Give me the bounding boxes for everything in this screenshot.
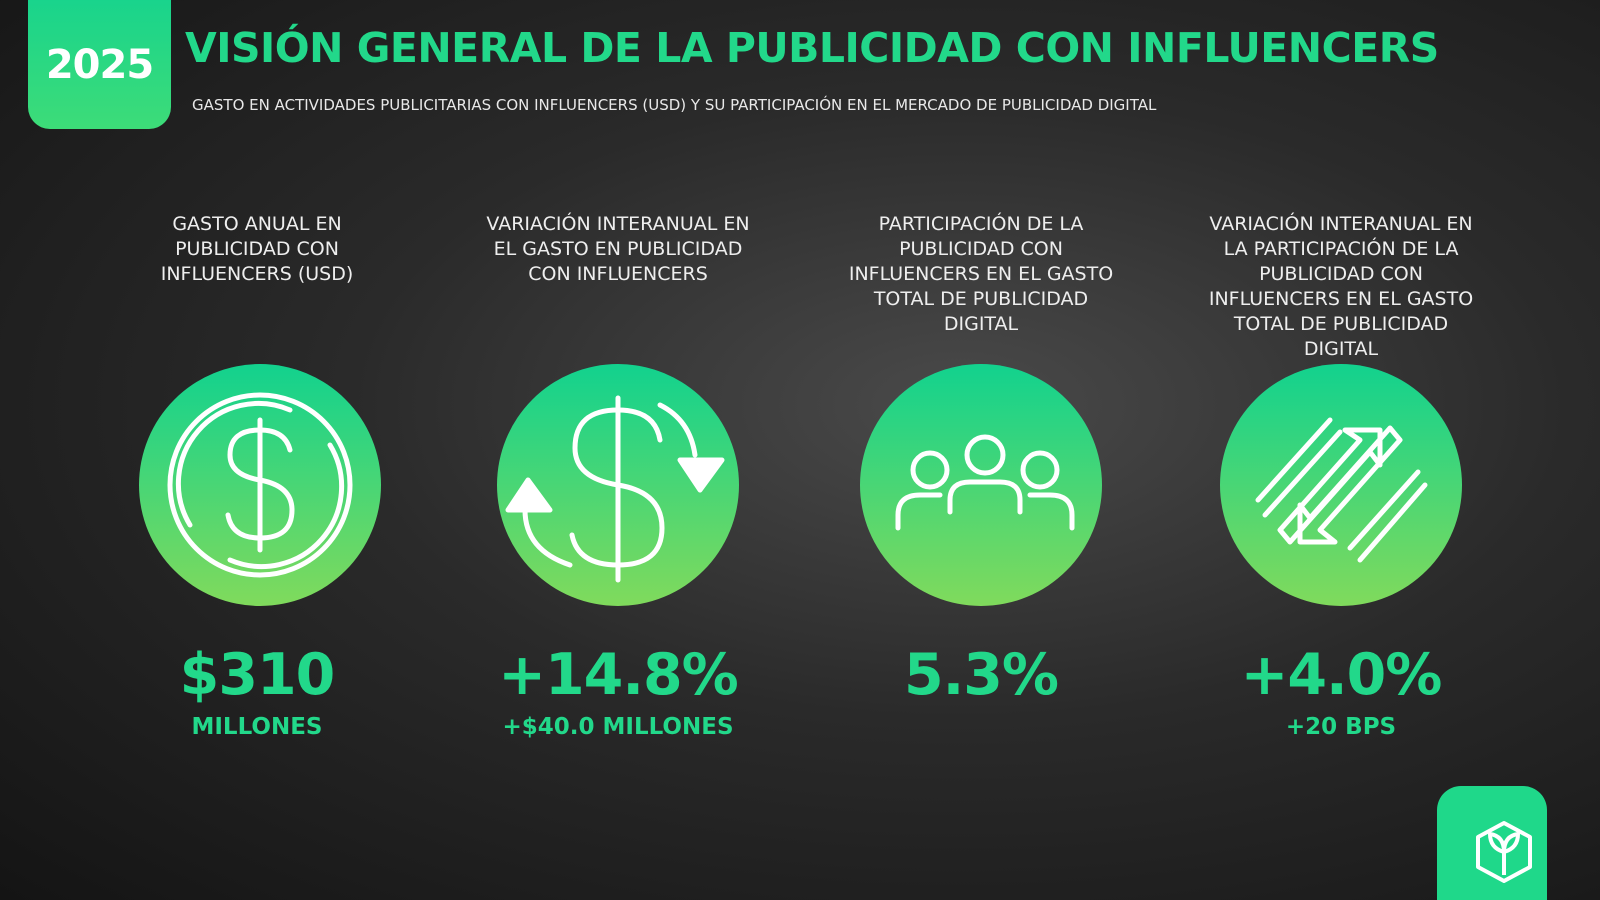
- stat-label: PARTICIPACIÓN DE LA PUBLICIDAD CON INFLU…: [848, 213, 1114, 335]
- stat-label: VARIACIÓN INTERANUAL EN LA PARTICIPACIÓN…: [1208, 213, 1474, 360]
- year-badge: 2025: [28, 0, 171, 129]
- stat-label: GASTO ANUAL EN PUBLICIDAD CON INFLUENCER…: [160, 213, 354, 285]
- stat-detail: MILLONES: [191, 714, 323, 740]
- stat-value: +4.0%: [1240, 642, 1443, 708]
- stat-detail: +$40.0 MILLONES: [502, 714, 734, 740]
- stat-value: 5.3%: [903, 642, 1059, 708]
- stat-value: $310: [179, 642, 336, 708]
- stat-value: +14.8%: [498, 642, 739, 708]
- title: VISIÓN GENERAL DE LA PUBLICIDAD CON INFL…: [185, 24, 1439, 72]
- icon-strokes: [167, 392, 1428, 583]
- subtitle: GASTO EN ACTIVIDADES PUBLICITARIAS CON I…: [192, 96, 1157, 114]
- stat-card: VARIACIÓN INTERANUAL EN EL GASTO EN PUBL…: [478, 212, 758, 740]
- stat-card: GASTO ANUAL EN PUBLICIDAD CON INFLUENCER…: [117, 212, 397, 740]
- stat-card: VARIACIÓN INTERANUAL EN LA PARTICIPACIÓN…: [1201, 212, 1481, 740]
- stat-card: PARTICIPACIÓN DE LA PUBLICIDAD CON INFLU…: [841, 212, 1121, 708]
- stat-label: VARIACIÓN INTERANUAL EN EL GASTO EN PUBL…: [486, 213, 750, 285]
- logo-icon: [1476, 821, 1532, 883]
- icon-circles: [139, 364, 1462, 606]
- stat-detail: +20 BPS: [1285, 714, 1397, 740]
